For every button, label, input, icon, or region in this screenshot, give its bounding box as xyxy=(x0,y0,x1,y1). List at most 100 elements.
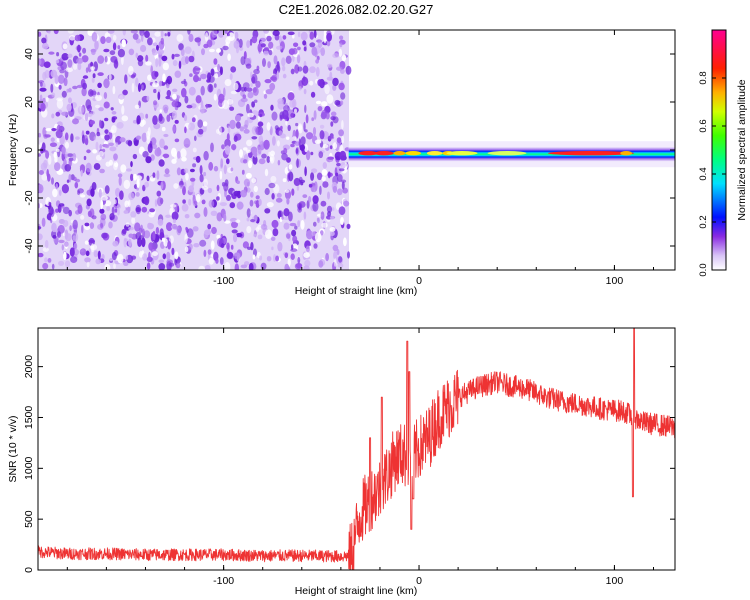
noise-blob xyxy=(284,252,289,259)
noise-blob xyxy=(297,66,303,72)
noise-blob xyxy=(80,215,85,220)
noise-blob xyxy=(134,104,140,110)
noise-blob xyxy=(146,175,150,182)
noise-blob xyxy=(341,179,347,183)
noise-blob xyxy=(300,136,306,146)
noise-blob xyxy=(343,200,350,207)
noise-blob xyxy=(231,221,238,229)
noise-blob xyxy=(300,31,308,41)
noise-blob xyxy=(165,214,171,218)
noise-blob xyxy=(81,224,84,234)
noise-blob xyxy=(72,85,78,90)
noise-blob xyxy=(193,243,200,248)
noise-blob xyxy=(272,30,280,37)
noise-blob xyxy=(264,187,270,196)
noise-blob xyxy=(272,228,279,237)
noise-blob xyxy=(147,37,153,46)
noise-blob xyxy=(38,132,41,138)
noise-blob xyxy=(106,206,111,212)
noise-blob xyxy=(84,222,90,227)
noise-blob xyxy=(137,59,144,67)
noise-blob xyxy=(340,100,344,106)
noise-blob xyxy=(65,67,73,73)
noise-blob xyxy=(143,196,150,206)
noise-blob xyxy=(327,191,330,200)
noise-blob xyxy=(123,179,131,189)
noise-blob xyxy=(38,226,42,230)
noise-blob xyxy=(141,206,148,213)
noise-blob xyxy=(234,31,239,40)
noise-blob xyxy=(252,155,258,165)
noise-blob xyxy=(155,58,159,68)
noise-blob xyxy=(97,250,101,260)
noise-blob xyxy=(297,256,301,264)
noise-blob xyxy=(219,257,224,265)
noise-blob xyxy=(40,82,43,87)
noise-blob xyxy=(199,239,207,247)
noise-blob xyxy=(226,133,230,142)
noise-blob xyxy=(258,158,266,165)
noise-blob xyxy=(160,30,164,38)
noise-blob xyxy=(121,115,129,122)
noise-blob xyxy=(238,38,243,49)
noise-blob xyxy=(263,90,266,95)
noise-blob xyxy=(309,80,314,86)
noise-blob xyxy=(136,178,140,189)
noise-blob xyxy=(58,239,65,244)
noise-blob xyxy=(97,82,102,89)
noise-blob xyxy=(58,84,62,90)
noise-blob xyxy=(235,232,243,238)
noise-blob xyxy=(145,61,152,66)
noise-blob xyxy=(343,237,347,247)
noise-blob xyxy=(51,113,55,119)
noise-blob xyxy=(158,116,165,124)
noise-blob xyxy=(197,119,203,128)
noise-blob xyxy=(327,171,331,179)
noise-blob xyxy=(294,225,298,230)
noise-blob xyxy=(103,78,110,89)
noise-blob xyxy=(286,233,291,239)
noise-blob xyxy=(58,203,65,207)
noise-blob xyxy=(128,48,135,56)
noise-blob xyxy=(72,118,79,125)
noise-blob xyxy=(330,111,337,117)
noise-blob xyxy=(97,55,105,64)
noise-blob xyxy=(101,254,105,260)
noise-blob xyxy=(240,264,248,269)
noise-blob xyxy=(53,30,59,35)
noise-blob xyxy=(326,32,332,42)
noise-blob xyxy=(55,59,60,64)
noise-blob xyxy=(136,115,141,125)
noise-blob xyxy=(86,261,90,268)
noise-blob xyxy=(130,211,137,218)
noise-blob xyxy=(174,138,180,143)
noise-blob xyxy=(231,229,238,234)
noise-blob xyxy=(73,242,78,250)
noise-blob xyxy=(202,124,207,133)
noise-blob xyxy=(180,48,185,57)
noise-blob xyxy=(338,82,345,91)
noise-blob xyxy=(271,74,278,82)
noise-blob xyxy=(90,66,96,71)
noise-blob xyxy=(38,252,44,258)
noise-blob xyxy=(128,65,134,76)
noise-blob xyxy=(70,133,74,143)
noise-blob xyxy=(58,260,65,266)
noise-blob xyxy=(207,249,212,255)
noise-blob xyxy=(184,246,189,253)
noise-blob xyxy=(48,155,52,165)
noise-blob xyxy=(276,45,283,50)
noise-blob xyxy=(52,235,57,239)
noise-blob xyxy=(211,30,218,38)
noise-blob xyxy=(61,53,69,61)
noise-blob xyxy=(292,98,297,109)
noise-blob xyxy=(183,168,189,174)
noise-blob xyxy=(39,87,47,92)
noise-blob xyxy=(304,259,311,267)
noise-blob xyxy=(174,151,178,161)
noise-blob xyxy=(158,159,165,167)
noise-blob xyxy=(100,222,104,229)
noise-blob xyxy=(240,56,246,66)
noise-blob xyxy=(313,30,317,39)
noise-blob xyxy=(188,122,196,131)
